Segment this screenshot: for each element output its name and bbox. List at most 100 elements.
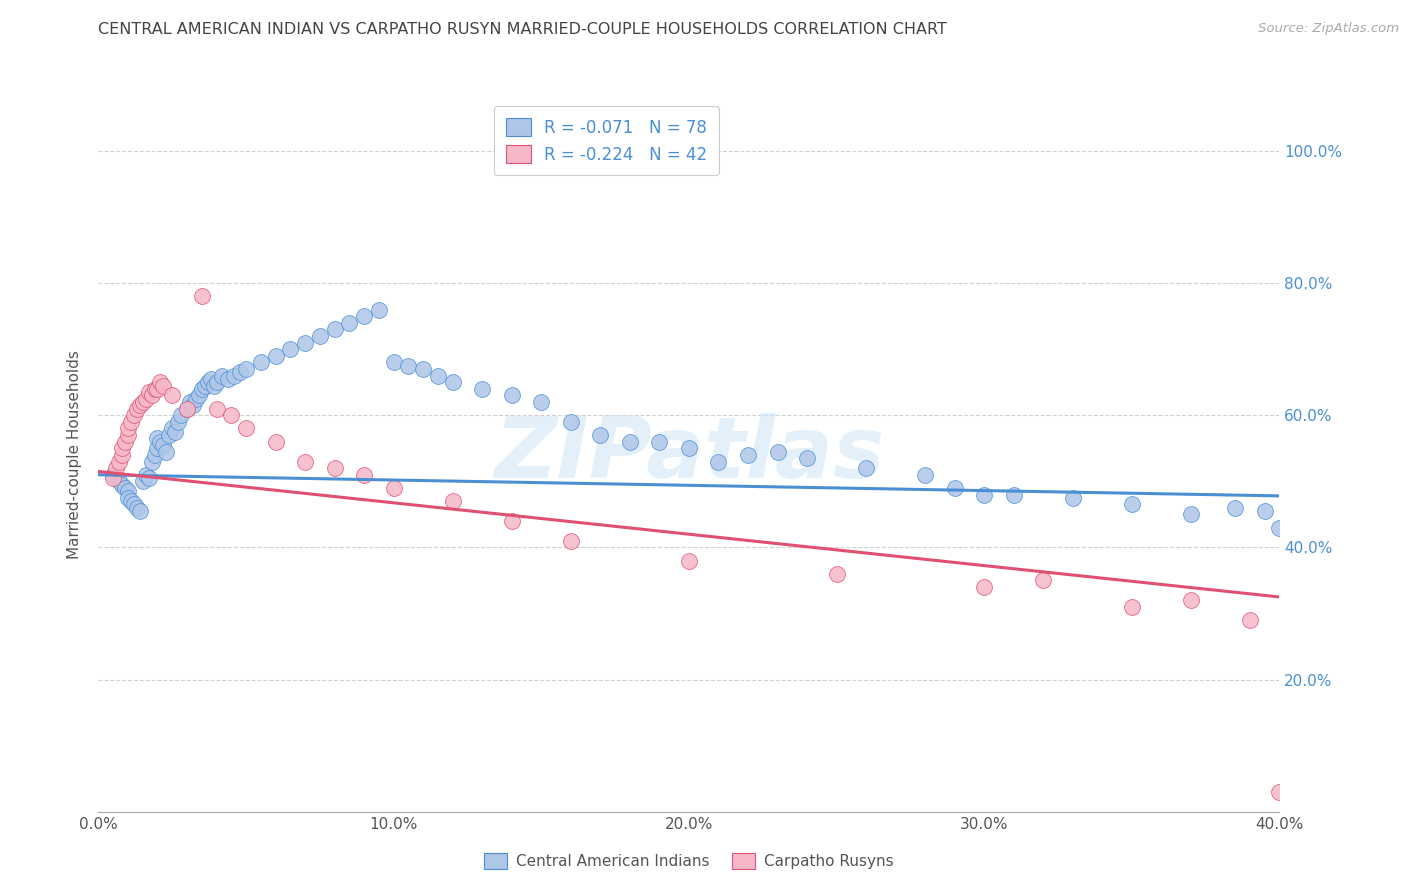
Point [152, 378, 174, 392]
Point [1121, 599, 1143, 614]
Point [135, 467, 157, 482]
Point [250, 355, 273, 369]
Point [1180, 508, 1202, 522]
Point [1032, 574, 1054, 588]
Point [441, 376, 464, 390]
Point [560, 533, 582, 548]
Point [914, 467, 936, 482]
Point [167, 415, 190, 429]
Text: ZIPatlas: ZIPatlas [494, 413, 884, 497]
Point [105, 461, 128, 475]
Point [530, 395, 553, 409]
Point [103, 467, 125, 482]
Point [132, 475, 155, 489]
Point [165, 425, 187, 439]
Point [157, 428, 180, 442]
Point [1254, 504, 1277, 518]
Point [796, 451, 818, 466]
Point [128, 504, 150, 518]
Point [737, 448, 759, 462]
Point [323, 461, 346, 475]
Point [1268, 785, 1291, 799]
Point [1223, 500, 1246, 515]
Point [141, 388, 163, 402]
Point [501, 388, 523, 402]
Point [138, 471, 160, 485]
Point [441, 494, 464, 508]
Point [117, 491, 139, 505]
Point [943, 481, 966, 495]
Point [973, 487, 995, 501]
Point [560, 415, 582, 429]
Point [229, 365, 252, 379]
Point [1268, 520, 1291, 534]
Point [294, 335, 316, 350]
Point [235, 421, 257, 435]
Point [120, 494, 142, 508]
Point [205, 401, 228, 416]
Point [353, 309, 375, 323]
Point [382, 355, 405, 369]
Point [176, 401, 198, 416]
Point [264, 434, 287, 449]
Point [146, 382, 169, 396]
Point [162, 421, 183, 435]
Point [146, 442, 169, 456]
Point [117, 421, 139, 435]
Point [108, 454, 131, 468]
Point [114, 434, 136, 449]
Point [1239, 613, 1261, 627]
Point [412, 362, 434, 376]
Point [219, 409, 242, 423]
Point [162, 388, 183, 402]
Point [181, 398, 204, 412]
Point [111, 442, 134, 456]
Point [176, 401, 198, 416]
Legend: Central American Indians, Carpatho Rusyns: Central American Indians, Carpatho Rusyn… [478, 847, 900, 875]
Point [205, 376, 228, 390]
Point [200, 372, 222, 386]
Point [973, 580, 995, 594]
Point [141, 454, 163, 468]
Point [471, 382, 494, 396]
Point [766, 444, 789, 458]
Point [501, 514, 523, 528]
Point [122, 409, 145, 423]
Point [353, 467, 375, 482]
Point [184, 392, 207, 406]
Point [224, 368, 246, 383]
Point [211, 368, 233, 383]
Point [323, 322, 346, 336]
Point [170, 409, 193, 423]
Point [122, 498, 145, 512]
Point [120, 415, 142, 429]
Text: CENTRAL AMERICAN INDIAN VS CARPATHO RUSYN MARRIED-COUPLE HOUSEHOLDS CORRELATION : CENTRAL AMERICAN INDIAN VS CARPATHO RUSY… [98, 22, 948, 37]
Point [1002, 487, 1025, 501]
Y-axis label: Married-couple Households: Married-couple Households [67, 351, 83, 559]
Point [427, 368, 450, 383]
Point [117, 428, 139, 442]
Point [707, 454, 730, 468]
Point [1180, 593, 1202, 607]
Text: Source: ZipAtlas.com: Source: ZipAtlas.com [1258, 22, 1399, 36]
Point [678, 554, 700, 568]
Point [278, 342, 302, 356]
Point [619, 434, 641, 449]
Point [1121, 498, 1143, 512]
Point [382, 481, 405, 495]
Point [135, 392, 157, 406]
Point [294, 454, 316, 468]
Point [138, 385, 160, 400]
Point [678, 442, 700, 456]
Point [264, 349, 287, 363]
Point [108, 475, 131, 489]
Point [155, 444, 177, 458]
Point [197, 376, 219, 390]
Point [191, 289, 214, 303]
Point [825, 566, 848, 581]
Point [191, 382, 214, 396]
Point [128, 398, 150, 412]
Point [125, 401, 148, 416]
Point [111, 477, 134, 491]
Point [117, 484, 139, 499]
